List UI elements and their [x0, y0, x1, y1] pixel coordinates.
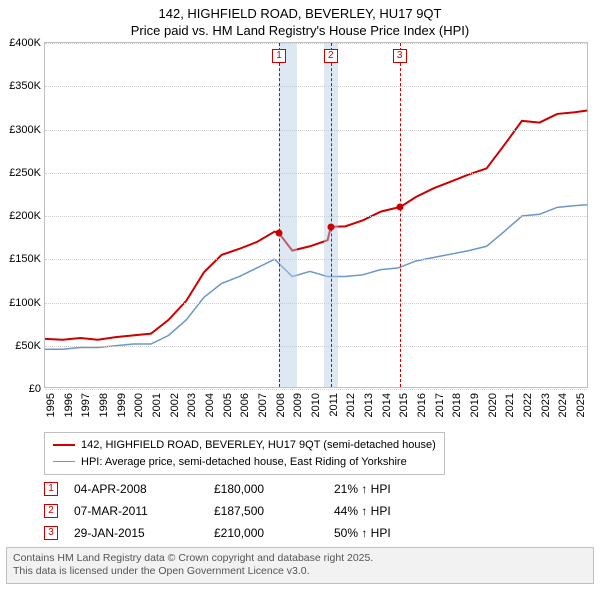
event-row: 2 07-MAR-2011£187,50044% ↑ HPI [44, 500, 454, 522]
x-axis-label: 2020 [487, 393, 499, 417]
event-hpi: 21% ↑ HPI [334, 482, 454, 496]
gridline [45, 216, 587, 217]
legend-swatch [53, 444, 75, 446]
x-axis-label: 2024 [557, 393, 569, 417]
x-axis-label: 2012 [345, 393, 357, 417]
x-axis-label: 2023 [540, 393, 552, 417]
x-axis-label: 1999 [116, 393, 128, 417]
event-price: £187,500 [214, 504, 334, 518]
x-axis-label: 2019 [469, 393, 481, 417]
event-table: 1 04-APR-2008£180,00021% ↑ HPI 2 07-MAR-201… [44, 478, 454, 544]
gridline [45, 303, 587, 304]
y-axis-label: £0 [29, 383, 41, 395]
price-marker [396, 204, 403, 211]
gridline [45, 389, 587, 390]
x-axis-label: 1997 [80, 393, 92, 417]
x-axis-label: 2025 [575, 393, 587, 417]
y-axis-label: £200K [9, 210, 41, 222]
event-hpi: 44% ↑ HPI [334, 504, 454, 518]
y-axis-label: £250K [9, 167, 41, 179]
y-axis-label: £350K [9, 80, 41, 92]
event-number-box: 2 [324, 49, 338, 63]
event-date: 04-APR-2008 [74, 482, 214, 496]
x-axis-label: 2014 [381, 393, 393, 417]
footer-line2: This data is licensed under the Open Gov… [13, 565, 587, 579]
legend-item: 142, HIGHFIELD ROAD, BEVERLEY, HU17 9QT … [53, 437, 436, 454]
y-axis-label: £100K [9, 297, 41, 309]
chart-title: 142, HIGHFIELD ROAD, BEVERLEY, HU17 9QT … [0, 0, 600, 40]
event-number-box: 2 [44, 504, 58, 518]
x-axis-label: 2007 [257, 393, 269, 417]
y-axis-label: £50K [15, 340, 41, 352]
x-axis-label: 2001 [151, 393, 163, 417]
x-axis-label: 1998 [98, 393, 110, 417]
x-axis-label: 2011 [328, 393, 340, 417]
event-number-box: 3 [393, 49, 407, 63]
footer-line1: Contains HM Land Registry data © Crown c… [13, 552, 587, 566]
x-axis-label: 2000 [133, 393, 145, 417]
event-number-box: 3 [44, 526, 58, 540]
legend-label: 142, HIGHFIELD ROAD, BEVERLEY, HU17 9QT … [81, 437, 436, 454]
event-row: 1 04-APR-2008£180,00021% ↑ HPI [44, 478, 454, 500]
legend-item: HPI: Average price, semi-detached house,… [53, 454, 436, 471]
x-axis-label: 2017 [434, 393, 446, 417]
title-line2: Price paid vs. HM Land Registry's House … [0, 23, 600, 40]
event-number-box: 1 [44, 482, 58, 496]
event-line [279, 43, 280, 387]
gridline [45, 86, 587, 87]
price-marker [276, 230, 283, 237]
x-axis-label: 2008 [275, 393, 287, 417]
event-date: 07-MAR-2011 [74, 504, 214, 518]
y-axis-label: £150K [9, 253, 41, 265]
y-axis-label: £300K [9, 124, 41, 136]
x-axis-label: 2013 [363, 393, 375, 417]
legend-label: HPI: Average price, semi-detached house,… [81, 454, 407, 471]
recession-band [279, 43, 297, 387]
gridline [45, 259, 587, 260]
x-axis-label: 2003 [186, 393, 198, 417]
x-axis-label: 2009 [292, 393, 304, 417]
legend: 142, HIGHFIELD ROAD, BEVERLEY, HU17 9QT … [44, 432, 445, 475]
x-axis-label: 2004 [204, 393, 216, 417]
price-marker [327, 223, 334, 230]
x-axis-label: 2010 [310, 393, 322, 417]
line-chart: £0£50K£100K£150K£200K£250K£300K£350K£400… [44, 42, 588, 388]
event-number-box: 1 [272, 49, 286, 63]
event-row: 3 29-JAN-2015£210,00050% ↑ HPI [44, 522, 454, 544]
series-price_paid [45, 110, 587, 339]
x-axis-label: 2005 [222, 393, 234, 417]
x-axis-label: 2021 [504, 393, 516, 417]
event-line [331, 43, 332, 387]
gridline [45, 346, 587, 347]
event-price: £180,000 [214, 482, 334, 496]
gridline [45, 43, 587, 44]
event-line [400, 43, 401, 387]
x-axis-label: 2015 [398, 393, 410, 417]
x-axis-label: 1996 [63, 393, 75, 417]
x-axis-label: 2002 [169, 393, 181, 417]
x-axis-label: 2006 [239, 393, 251, 417]
x-axis-label: 2018 [451, 393, 463, 417]
event-price: £210,000 [214, 526, 334, 540]
x-axis-label: 1995 [45, 393, 57, 417]
gridline [45, 130, 587, 131]
footer: Contains HM Land Registry data © Crown c… [6, 547, 594, 584]
x-axis-label: 2016 [416, 393, 428, 417]
gridline [45, 173, 587, 174]
series-hpi [45, 205, 587, 349]
y-axis-label: £400K [9, 37, 41, 49]
event-hpi: 50% ↑ HPI [334, 526, 454, 540]
legend-swatch [53, 461, 75, 462]
event-date: 29-JAN-2015 [74, 526, 214, 540]
title-line1: 142, HIGHFIELD ROAD, BEVERLEY, HU17 9QT [0, 6, 600, 23]
x-axis-label: 2022 [522, 393, 534, 417]
